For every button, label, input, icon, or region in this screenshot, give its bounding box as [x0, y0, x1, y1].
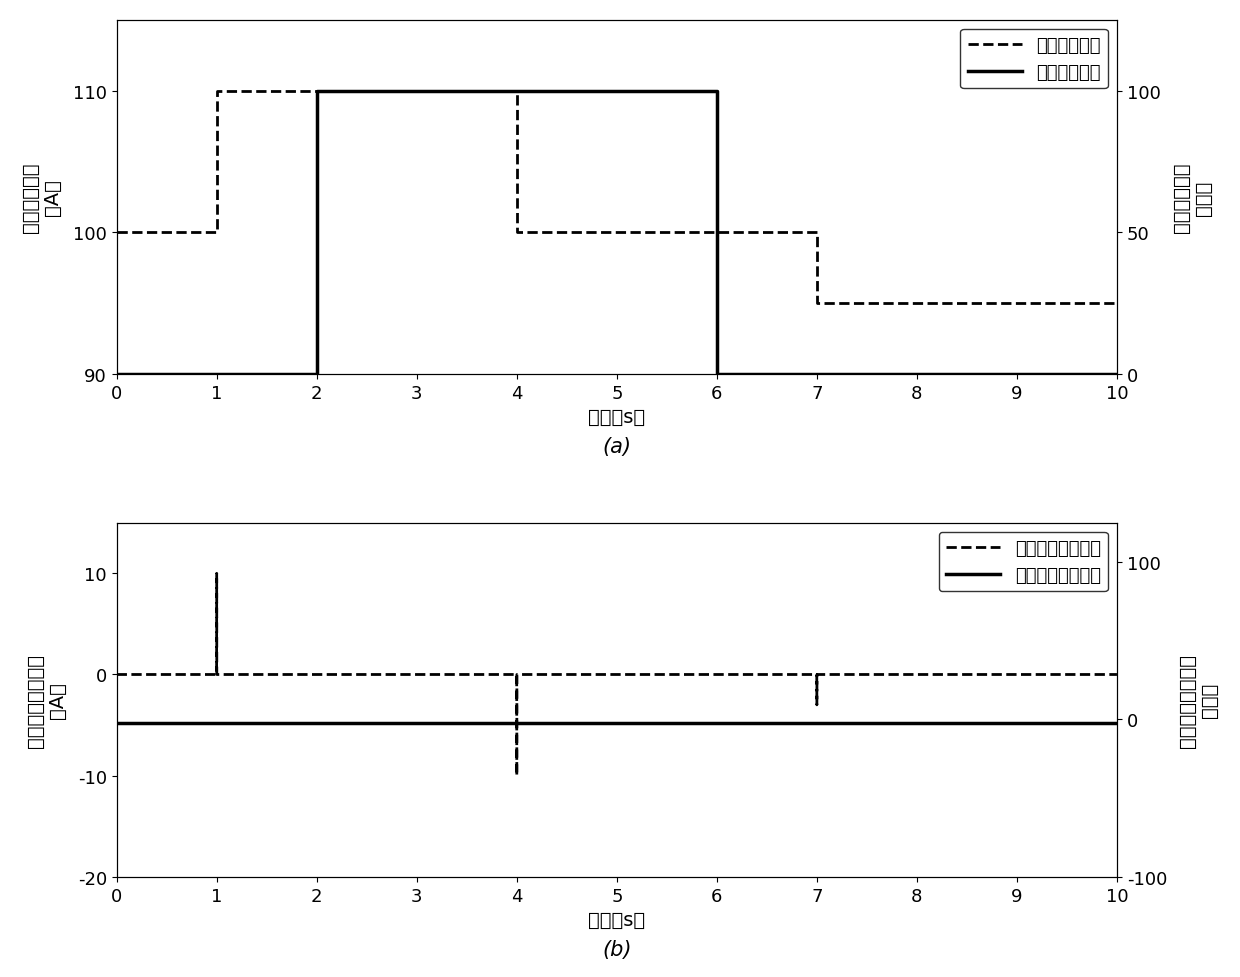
Y-axis label: 负载电流扰动增量
［A］: 负载电流扰动增量 ［A］ — [26, 653, 67, 747]
负载电流扰动 — [709, 228, 724, 239]
Text: (a): (a) — [603, 437, 631, 456]
负载电流扰动 — [709, 228, 724, 239]
负载电流扰动增量 — [810, 669, 825, 681]
负载电流扰动 — [309, 86, 324, 98]
Line: 负载电流扰动: 负载电流扰动 — [117, 92, 1117, 304]
负载电流扰动 — [510, 228, 525, 239]
排气阀位扰动 — [309, 86, 324, 98]
Text: (b): (b) — [603, 939, 631, 958]
Legend: 负载电流扰动增量, 排气阀位扰动增量: 负载电流扰动增量, 排气阀位扰动增量 — [939, 532, 1107, 592]
负载电流扰动增量 — [109, 669, 124, 681]
负载电流扰动增量 — [210, 669, 224, 681]
负载电流扰动 — [210, 86, 224, 98]
X-axis label: 时间［s］: 时间［s］ — [588, 911, 645, 929]
负载电流扰动 — [810, 298, 825, 310]
负载电流扰动增量 — [1110, 669, 1125, 681]
负载电流扰动增量 — [810, 669, 825, 681]
Y-axis label: 排气阀位扰动
［％］: 排气阀位扰动 ［％］ — [1172, 162, 1213, 233]
排气阀位扰动 — [709, 86, 724, 98]
排气阀位扰动 — [109, 368, 124, 380]
负载电流扰动增量 — [810, 700, 825, 711]
负载电流扰动增量 — [210, 669, 224, 681]
排气阀位扰动 — [709, 368, 724, 380]
负载电流扰动增量 — [210, 568, 224, 579]
负载电流扰动 — [810, 228, 825, 239]
Y-axis label: 排气阀位扰动增量
［％］: 排气阀位扰动增量 ［％］ — [1178, 653, 1219, 747]
Legend: 负载电流扰动, 排气阀位扰动: 负载电流扰动, 排气阀位扰动 — [960, 30, 1107, 89]
Y-axis label: 负载电流扰动
［A］: 负载电流扰动 ［A］ — [21, 162, 62, 233]
X-axis label: 时间［s］: 时间［s］ — [588, 407, 645, 427]
负载电流扰动 — [309, 86, 324, 98]
排气阀位扰动 — [1110, 368, 1125, 380]
Line: 排气阀位扰动: 排气阀位扰动 — [117, 92, 1117, 374]
负载电流扰动增量 — [510, 669, 525, 681]
负载电流扰动 — [510, 86, 525, 98]
负载电流扰动增量 — [510, 770, 525, 782]
Line: 负载电流扰动增量: 负载电流扰动增量 — [117, 573, 1117, 776]
负载电流扰动 — [210, 228, 224, 239]
排气阀位扰动 — [309, 368, 324, 380]
负载电流扰动 — [1110, 298, 1125, 310]
负载电流扰动 — [109, 228, 124, 239]
负载电流扰动增量 — [510, 669, 525, 681]
